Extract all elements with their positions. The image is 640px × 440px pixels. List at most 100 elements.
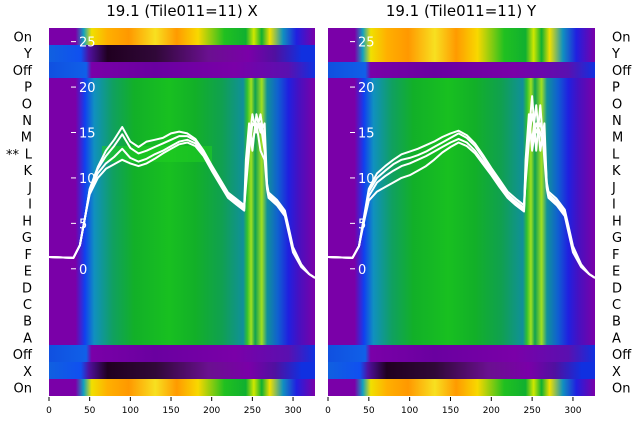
row-label: L [25,147,33,162]
row-label: M [21,131,32,146]
row-label: M [612,131,623,146]
x-tick-label: 0 [46,406,52,416]
row-label: E [24,265,32,280]
x-tick-label: 200 [483,406,500,416]
heatmap-panel-x: 0 5 10 15 20 25 [48,28,316,396]
line-series-group [327,95,596,279]
y-tick-label: 25 [358,36,375,51]
x-tick-label: 200 [203,406,220,416]
row-label: On [612,382,630,397]
series-line-4 [48,113,316,279]
y-tick-label: 0 [79,263,87,278]
heatmap-row-x [328,362,595,379]
x-tick-label: 0 [325,406,331,416]
heatmap-row-on-top [328,28,595,62]
heatmap-row-off-bottom [328,345,595,362]
heatmap-panel-y: 0 5 10 15 20 25 [327,28,596,396]
row-label: B [612,315,621,330]
y-tick-label: 25 [79,36,96,51]
row-label: O [22,97,32,112]
row-label: Off [13,64,33,79]
side-marker: ** [6,148,20,163]
row-label: L [612,147,620,162]
y-tick-label: 20 [358,81,375,96]
row-label: I [612,198,616,213]
x-tick-label: 100 [122,406,139,416]
heatmap-row-x [49,362,315,379]
line-series-group [48,113,316,279]
row-label: O [612,97,622,112]
row-label: N [22,114,32,129]
row-label: E [612,265,620,280]
y-tick-label: 5 [358,217,366,232]
row-label: C [23,298,32,313]
row-label: J [27,181,32,196]
row-label: J [611,181,616,196]
series-line-2 [327,104,596,279]
heatmap-row-on-bottom [328,379,595,396]
row-label: K [612,164,621,179]
heatmap-row-on-bottom [49,379,315,396]
row-label: Off [13,348,33,363]
series-line-1 [327,95,596,279]
series-line-4 [327,113,596,279]
x-tick-label: 250 [524,406,541,416]
heatmap-row-off-bottom [49,345,315,362]
row-label: G [22,231,32,246]
y-tick-label: 20 [79,81,96,96]
y-tick-label: 15 [358,126,375,141]
y-tick-label: 10 [79,172,96,187]
row-label: P [612,81,620,96]
chart-title: 19.1 (Tile011=11) Y [386,2,537,20]
row-label: Y [611,47,620,62]
x-tick-label: 50 [363,406,375,416]
y-tick-label: 10 [358,172,375,187]
row-label: Off [612,348,632,363]
row-label: Y [23,47,32,62]
chart-title: 19.1 (Tile011=11) X [106,2,257,20]
x-ticks: 0 50 100 150 200 250 300 [325,397,582,416]
row-label: F [612,248,619,263]
row-label: H [22,214,32,229]
heatmap-row-off-top [49,62,315,78]
row-label: G [612,231,622,246]
heatmap-body [328,28,595,396]
series-line-3 [48,122,316,279]
x-tick-label: 50 [84,406,96,416]
heatmap-body [49,28,315,396]
x-tick-label: 300 [284,406,301,416]
row-label: B [23,315,32,330]
row-label: P [24,81,32,96]
x-ticks: 0 50 100 150 200 250 300 [46,397,302,416]
y-tick-label: 5 [79,217,87,232]
row-label: A [23,331,32,346]
x-tick-label: 300 [564,406,581,416]
heatmap-row-on-top [49,28,315,45]
row-label: D [612,281,622,296]
series-line-3 [327,113,596,279]
row-label: X [23,365,32,380]
y-tick-label: 0 [358,263,366,278]
row-label: On [14,382,32,397]
x-tick-label: 150 [162,406,179,416]
row-label: F [25,248,32,263]
y-ticks: 0 5 10 15 20 25 [350,36,375,278]
row-label: H [612,214,622,229]
y-ticks: 0 5 10 15 20 25 [71,36,96,278]
row-label: K [23,164,32,179]
heatmap-row-off-top [328,62,595,78]
heatmap-row-y [49,45,315,62]
x-tick-label: 250 [244,406,261,416]
row-label: D [22,281,32,296]
row-label: On [612,30,630,45]
row-label: Off [612,64,632,79]
row-label: On [14,30,32,45]
row-label: C [612,298,621,313]
row-label: I [28,198,32,213]
x-tick-label: 150 [442,406,459,416]
row-label: A [612,331,621,346]
y-tick-label: 15 [79,126,96,141]
